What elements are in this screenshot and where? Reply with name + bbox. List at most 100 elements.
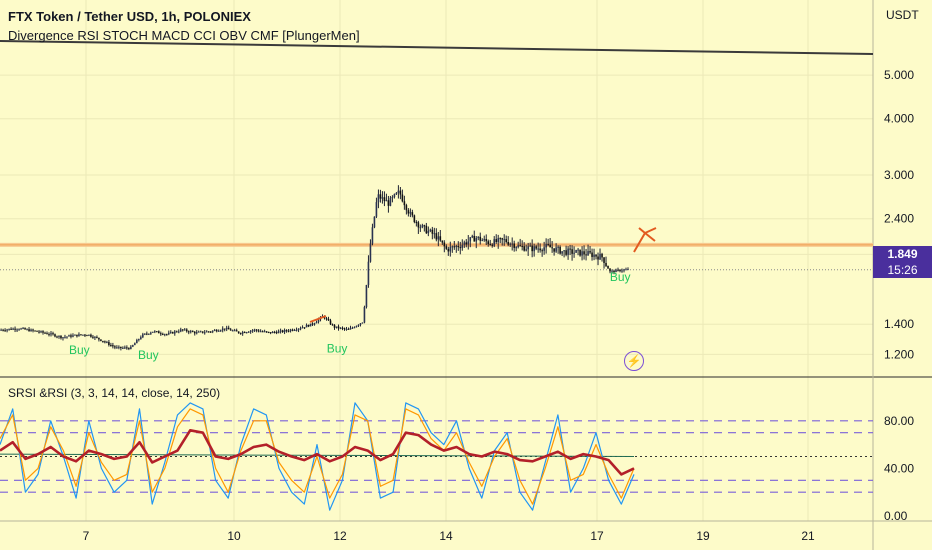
- candle-body: [40, 331, 42, 333]
- candle-body: [489, 244, 492, 246]
- candle-body: [177, 331, 180, 333]
- candle-body: [42, 331, 44, 333]
- candle-body: [357, 324, 360, 326]
- candle-body: [349, 328, 352, 330]
- candle-body: [110, 344, 112, 346]
- oscillator-axis-tick: 0.00: [884, 509, 908, 523]
- candle-body: [162, 333, 164, 335]
- candle-body: [477, 236, 480, 239]
- indicator-legend[interactable]: Divergence RSI STOCH MACD CCI OBV CMF [P…: [8, 28, 360, 43]
- candle-body: [299, 328, 302, 330]
- time-axis-tick: 12: [333, 529, 347, 543]
- candle-body: [237, 331, 240, 334]
- candle-body: [189, 331, 192, 333]
- candle-body: [315, 321, 318, 324]
- candle-body: [533, 246, 535, 252]
- candle-body: [497, 238, 500, 242]
- candle-body: [507, 242, 509, 245]
- candle-body: [142, 334, 144, 338]
- candle-body: [267, 331, 270, 333]
- candle-body: [593, 254, 595, 257]
- candle-body: [559, 246, 561, 254]
- lightning-icon[interactable]: ⚡: [624, 351, 644, 371]
- projection-arrow: [633, 227, 657, 253]
- candle-body: [595, 254, 597, 257]
- candle-body: [305, 324, 308, 328]
- candle-body: [156, 331, 158, 333]
- candle-body: [209, 331, 212, 333]
- price-axis-tick: 5.000: [884, 68, 914, 82]
- candle-body: [525, 249, 527, 251]
- candle-body: [531, 245, 533, 252]
- candle-body: [295, 329, 298, 331]
- candle-body: [553, 248, 555, 252]
- candle-body: [271, 331, 274, 334]
- candle-body: [401, 194, 404, 202]
- candle-body: [217, 330, 220, 332]
- candle-body: [537, 248, 539, 250]
- candle-body: [144, 333, 146, 335]
- candle-body: [327, 318, 330, 321]
- candle-body: [373, 216, 376, 228]
- candle-body: [325, 318, 328, 320]
- candle-body: [269, 332, 272, 334]
- time-axis-tick: 21: [801, 529, 815, 543]
- price-axis-tick: 2.400: [884, 212, 914, 226]
- candle-body: [169, 332, 172, 334]
- candle-body: [423, 225, 426, 227]
- candle-body: [154, 331, 156, 333]
- candle-body: [475, 238, 478, 242]
- candle-body: [108, 342, 110, 345]
- candle-body: [98, 337, 100, 340]
- candle-body: [263, 331, 266, 333]
- candle-body: [199, 331, 202, 333]
- candle-body: [343, 328, 346, 330]
- candle-body: [251, 330, 254, 332]
- candle-body: [345, 328, 348, 330]
- candle-body: [223, 328, 226, 330]
- candle-body: [443, 242, 446, 247]
- candle-body: [54, 334, 56, 337]
- candle-body: [415, 222, 418, 224]
- candle-body: [183, 329, 186, 331]
- candle-body: [515, 247, 517, 249]
- candle-body: [249, 330, 252, 332]
- candle-body: [60, 335, 62, 339]
- candle-body: [215, 330, 218, 332]
- candle-body: [419, 227, 422, 229]
- candle-body: [569, 248, 571, 250]
- candle-body: [140, 337, 142, 340]
- candle-body: [52, 333, 54, 335]
- oscillator-title[interactable]: SRSI &RSI (3, 3, 14, 14, close, 14, 250): [8, 386, 221, 400]
- candle-body: [347, 328, 350, 330]
- candle-body: [513, 243, 515, 248]
- candle-body: [603, 257, 605, 263]
- candle-body: [10, 328, 12, 330]
- candle-body: [503, 239, 506, 241]
- candle-body: [367, 261, 370, 286]
- candle-body: [257, 330, 260, 332]
- candle-body: [259, 331, 262, 333]
- candle-body: [579, 249, 581, 256]
- candle-body: [463, 242, 466, 245]
- candle-body: [625, 269, 627, 271]
- candle-body: [519, 245, 521, 247]
- candle-body: [429, 229, 432, 231]
- candle-body: [555, 247, 557, 252]
- candle-body: [501, 238, 504, 240]
- trend-arrow: [309, 315, 327, 323]
- candle-body: [195, 332, 198, 334]
- candle-body: [517, 245, 519, 248]
- oscillator-axis-tick: 80.00: [884, 414, 914, 428]
- time-axis-tick: 7: [83, 529, 90, 543]
- buy-signal-label: Buy: [138, 348, 159, 362]
- candle-body: [239, 333, 242, 335]
- candle-body: [437, 236, 440, 240]
- candle-body: [393, 194, 396, 198]
- candle-body: [229, 329, 232, 331]
- candle-body: [48, 334, 50, 336]
- candle-body: [309, 323, 312, 327]
- candle-body: [175, 331, 178, 333]
- candle-body: [407, 210, 410, 214]
